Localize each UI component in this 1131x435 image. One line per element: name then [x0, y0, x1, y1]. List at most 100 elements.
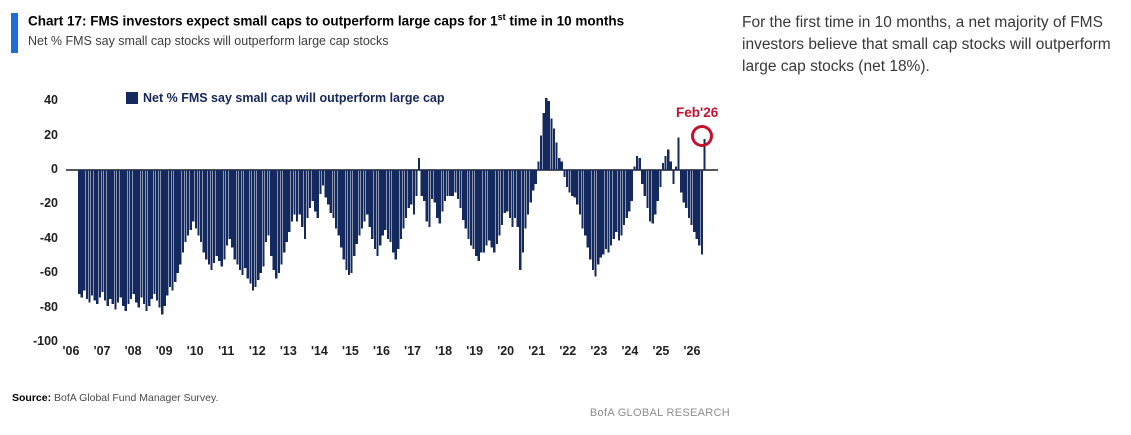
bar	[555, 142, 558, 170]
bar	[272, 170, 275, 270]
bar	[262, 170, 265, 267]
y-tick-label: 0	[51, 162, 58, 176]
bar	[223, 170, 226, 260]
x-tick-label: '22	[559, 344, 577, 358]
x-tick-label: '23	[590, 344, 608, 358]
bar	[264, 170, 268, 243]
bar	[609, 170, 613, 246]
bar	[428, 170, 431, 227]
bar	[667, 149, 670, 170]
bar	[90, 170, 94, 296]
bar	[669, 161, 672, 170]
x-tick-label: '18	[435, 344, 453, 358]
bar	[231, 170, 234, 248]
bar	[454, 170, 457, 193]
bar	[270, 170, 273, 256]
title-accent-bar	[11, 13, 18, 53]
bar	[425, 170, 428, 222]
x-tick-label: '10	[186, 344, 204, 358]
bar	[532, 170, 535, 191]
bar	[96, 170, 99, 305]
bar	[353, 170, 356, 256]
bar	[158, 170, 161, 308]
x-tick-label: '25	[652, 344, 670, 358]
bar	[166, 170, 169, 296]
bar	[472, 170, 475, 250]
bar	[558, 157, 561, 170]
bar	[358, 170, 361, 236]
bar	[184, 170, 187, 243]
bar	[635, 156, 639, 170]
bar	[363, 170, 366, 222]
bar	[197, 170, 200, 236]
bar	[480, 170, 483, 253]
bar	[259, 170, 262, 274]
bar	[360, 170, 364, 229]
bar	[542, 113, 545, 170]
bar	[643, 170, 646, 196]
bar	[604, 170, 608, 250]
bar	[389, 170, 392, 243]
bar	[373, 170, 377, 250]
y-tick-label: 40	[44, 93, 58, 108]
bar	[334, 170, 338, 229]
bar	[329, 170, 332, 213]
bar	[78, 170, 81, 294]
bar	[402, 170, 405, 229]
bar	[283, 170, 286, 253]
bar	[469, 170, 473, 246]
commentary-text: For the first time in 10 months, a net m…	[742, 14, 1111, 76]
x-tick-label: '12	[248, 344, 266, 358]
bar	[163, 170, 166, 306]
bar	[340, 170, 343, 248]
bar	[168, 170, 172, 287]
bar	[451, 170, 454, 196]
bar	[685, 170, 688, 208]
bar	[114, 170, 117, 310]
bar	[615, 170, 618, 232]
bar	[301, 170, 304, 227]
bar	[477, 170, 480, 262]
bar	[127, 170, 130, 305]
annotation-feb26-label: Feb'26	[676, 105, 719, 120]
bar	[589, 170, 592, 260]
bar	[122, 170, 125, 306]
bar	[412, 170, 416, 215]
bar	[417, 157, 421, 170]
bar	[607, 170, 610, 253]
bar	[498, 170, 501, 236]
bar	[225, 170, 229, 246]
x-tick-label: '15	[341, 344, 359, 358]
bar	[672, 170, 675, 184]
bar	[423, 170, 426, 201]
bar	[617, 170, 621, 241]
bar	[192, 170, 195, 222]
bar	[594, 170, 597, 277]
bar	[332, 170, 335, 219]
bar	[161, 170, 164, 315]
bar	[285, 170, 288, 243]
bar	[109, 170, 112, 299]
bar	[581, 170, 584, 229]
bar	[371, 170, 374, 239]
bar	[267, 170, 270, 236]
bar	[661, 163, 665, 170]
bar	[519, 170, 522, 270]
bar	[321, 170, 325, 186]
bar	[384, 170, 387, 231]
bar	[132, 170, 135, 294]
bar	[654, 170, 657, 215]
x-tick-label: '21	[528, 344, 546, 358]
bar	[298, 170, 301, 215]
bar	[179, 170, 182, 265]
bar	[599, 170, 602, 258]
bar	[404, 170, 408, 219]
bar	[703, 139, 706, 170]
bar	[314, 170, 317, 212]
bar	[176, 170, 179, 274]
bar	[529, 170, 532, 203]
bar	[539, 135, 543, 170]
bar	[415, 170, 418, 196]
